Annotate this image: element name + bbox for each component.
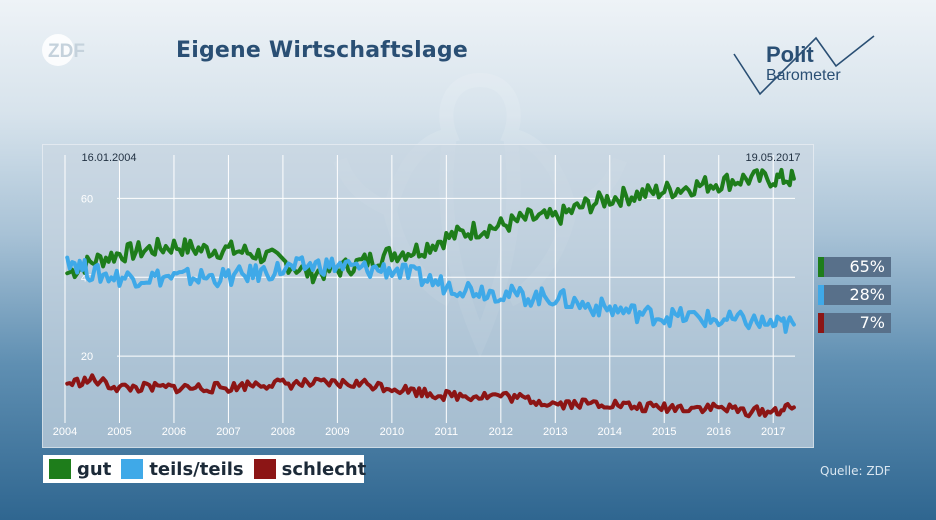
- legend-swatch-schlecht: [253, 459, 276, 479]
- legend-swatch-gut: [49, 459, 71, 479]
- badge-gut-value: 65%: [849, 257, 885, 276]
- start-date-label: 16.01.2004: [81, 152, 136, 164]
- x-tick-label-2010: 2010: [380, 426, 404, 438]
- series-line-schlecht: [65, 373, 796, 419]
- legend-item-schlecht: schlecht: [253, 458, 367, 480]
- plot-area: 2004 2005 2006 2007 2008 2009 2010 2011 2012 2013…: [42, 144, 814, 448]
- politbarometer-logo: Polit Barometer: [733, 35, 875, 96]
- series-line-gut: [65, 167, 796, 285]
- x-tick-label-2006: 2006: [162, 426, 186, 438]
- legend: gut teils/teils schlecht: [43, 455, 367, 483]
- badge-teils: 28%: [818, 285, 891, 305]
- badge-gut-swatch: [818, 257, 824, 277]
- x-tick-label-2007: 2007: [216, 426, 240, 438]
- legend-item-gut: gut: [49, 459, 111, 480]
- chart-title: Eigene Wirtschaftslage: [176, 38, 468, 63]
- legend-label-gut: gut: [77, 458, 112, 480]
- barometer-text: Barometer: [766, 67, 841, 84]
- polit-text: Polit: [766, 42, 814, 67]
- end-date-label: 19.05.2017: [745, 152, 800, 164]
- series-line-teils-teils: [65, 255, 796, 334]
- line-chart: 2004 2005 2006 2007 2008 2009 2010 2011 2012 2013…: [53, 152, 801, 438]
- x-tick-label-2017: 2017: [761, 426, 785, 438]
- legend-label-teils: teils/teils: [149, 458, 244, 480]
- x-tick-label-2008: 2008: [271, 426, 295, 438]
- badge-teils-value: 28%: [849, 285, 885, 304]
- x-tick-label-2013: 2013: [543, 426, 567, 438]
- source-label: Quelle: ZDF: [820, 464, 891, 478]
- badge-schlecht: 7%: [818, 313, 891, 333]
- legend-swatch-teils: [121, 459, 144, 479]
- x-tick-label-2011: 2011: [435, 426, 459, 438]
- legend-item-teils: teils/teils: [121, 458, 244, 480]
- zdf-logo: ZDF: [42, 34, 85, 66]
- badge-schlecht-value: 7%: [859, 313, 885, 332]
- x-tick-label-2014: 2014: [598, 426, 622, 438]
- x-tick-label-2015: 2015: [652, 426, 676, 438]
- badge-teils-swatch: [818, 285, 824, 305]
- y-tick-label-60: 60: [81, 193, 93, 205]
- zdf-logo-text: ZDF: [48, 41, 85, 62]
- x-tick-label-2016: 2016: [706, 426, 730, 438]
- legend-label-schlecht: schlecht: [281, 458, 367, 480]
- badge-schlecht-swatch: [818, 313, 824, 333]
- y-tick-label-20: 20: [81, 351, 93, 363]
- x-tick-label-2009: 2009: [325, 426, 349, 438]
- badge-gut: 65%: [818, 257, 891, 277]
- x-tick-label-2005: 2005: [107, 426, 131, 438]
- x-tick-label-2004: 2004: [53, 426, 77, 438]
- x-tick-label-2012: 2012: [489, 426, 513, 438]
